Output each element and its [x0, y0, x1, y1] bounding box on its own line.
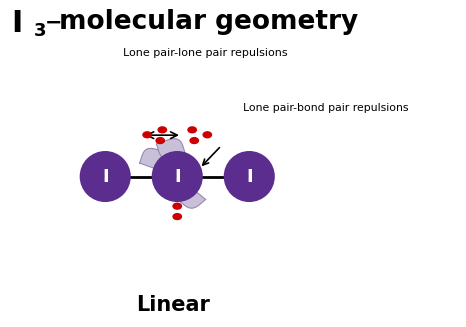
Circle shape [173, 214, 181, 219]
Circle shape [190, 138, 199, 144]
Text: I: I [11, 9, 22, 38]
Ellipse shape [80, 151, 131, 202]
Text: molecular geometry: molecular geometry [59, 9, 358, 35]
Polygon shape [139, 148, 169, 168]
Text: Linear: Linear [136, 295, 210, 315]
Circle shape [158, 127, 166, 133]
Circle shape [203, 132, 212, 138]
Ellipse shape [152, 151, 203, 202]
Circle shape [173, 203, 181, 209]
Circle shape [188, 127, 196, 133]
Circle shape [143, 132, 151, 138]
Text: I: I [174, 167, 180, 185]
Text: I: I [246, 167, 253, 185]
Text: 3: 3 [34, 22, 47, 40]
Polygon shape [156, 139, 185, 159]
Polygon shape [177, 191, 206, 208]
Ellipse shape [224, 151, 275, 202]
Text: Lone pair-lone pair repulsions: Lone pair-lone pair repulsions [123, 48, 288, 58]
Text: I: I [102, 167, 109, 185]
Text: −: − [45, 12, 62, 32]
Text: Lone pair-bond pair repulsions: Lone pair-bond pair repulsions [243, 103, 409, 113]
Circle shape [156, 138, 164, 144]
